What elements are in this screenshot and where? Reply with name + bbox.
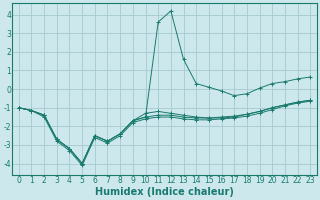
X-axis label: Humidex (Indice chaleur): Humidex (Indice chaleur)	[95, 187, 234, 197]
